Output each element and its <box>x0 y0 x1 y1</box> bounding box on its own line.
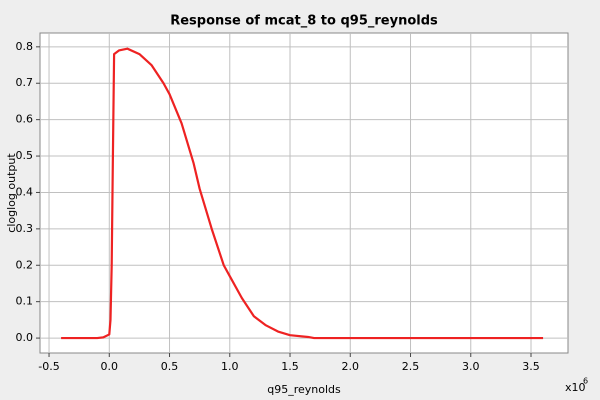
y-axis-label: cloglog output <box>5 153 18 233</box>
x-tick-label: 0.5 <box>161 360 179 373</box>
data-line <box>61 47 544 340</box>
x-axis-label: q95_reynolds <box>267 383 341 396</box>
y-tick-label: 0.1 <box>16 295 34 308</box>
x-tick-label: -0.5 <box>38 360 59 373</box>
y-tick-label: 0.0 <box>16 331 34 344</box>
chart-title: Response of mcat_8 to q95_reynolds <box>170 14 438 29</box>
y-tick-label: 0.2 <box>16 258 34 271</box>
x-tick-label: 0.0 <box>101 360 119 373</box>
x-tick-label: 3.5 <box>522 360 540 373</box>
x-tick-label: 1.0 <box>221 360 239 373</box>
y-tick-label: 0.4 <box>16 185 34 198</box>
plot-area <box>39 32 569 354</box>
y-tick-label: 0.6 <box>16 113 34 126</box>
y-tick-label: 0.8 <box>16 40 34 53</box>
x-tick-label: 3.0 <box>462 360 480 373</box>
y-tick-label: 0.3 <box>16 222 34 235</box>
x-multiplier: x10 <box>565 381 586 394</box>
x-tick-label: 1.5 <box>281 360 299 373</box>
y-tick-label: 0.5 <box>16 149 34 162</box>
x-exponent: 6 <box>583 377 588 386</box>
x-tick-label: 2.0 <box>342 360 360 373</box>
y-tick-label: 0.7 <box>16 76 34 89</box>
x-tick-label: 2.5 <box>402 360 420 373</box>
